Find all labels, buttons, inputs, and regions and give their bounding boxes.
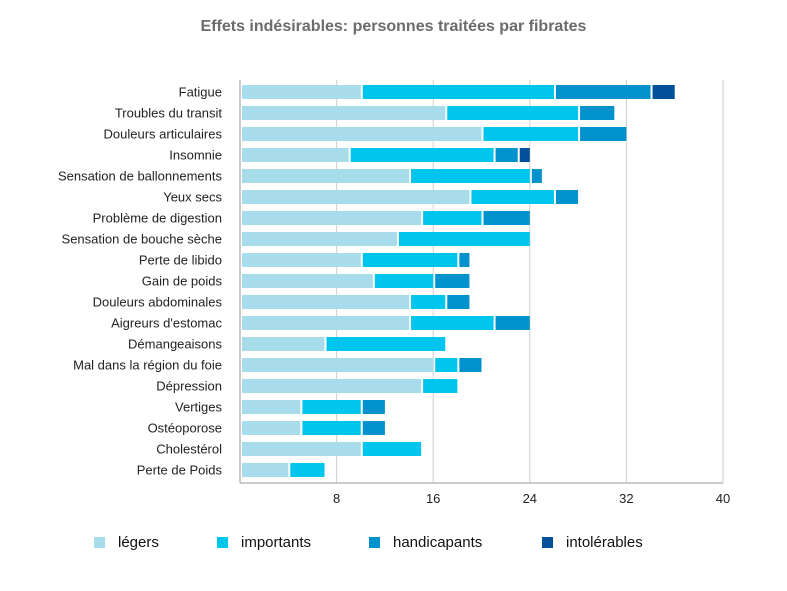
- bar-segment-légers: [242, 148, 349, 162]
- category-label: Yeux secs: [163, 190, 222, 205]
- bar-segment-handicapants: [531, 169, 542, 183]
- bar-segment-importants: [362, 442, 422, 456]
- bar-segment-handicapants: [483, 211, 530, 225]
- x-tick-label: 8: [333, 491, 340, 506]
- legend-label: intolérables: [566, 534, 643, 551]
- legend-label: importants: [241, 534, 312, 551]
- bar-segment-intolérables: [652, 85, 675, 99]
- bar-segment-légers: [242, 337, 325, 351]
- bar-segment-légers: [242, 316, 410, 330]
- bar-segment-légers: [242, 421, 301, 435]
- bar-segment-importants: [447, 106, 579, 120]
- bar-segment-handicapants: [495, 316, 530, 330]
- chart-legend: légers importants handicapants intolérables: [0, 530, 787, 560]
- bar-segment-importants: [483, 127, 579, 141]
- x-tick-label: 16: [426, 491, 440, 506]
- bar-segment-importants: [435, 358, 458, 372]
- bar-segment-importants: [374, 274, 434, 288]
- x-tick-label: 32: [619, 491, 633, 506]
- legend-swatch: [368, 536, 381, 549]
- category-label: Aigreurs d'estomac: [111, 316, 222, 331]
- category-label: Dépression: [156, 379, 222, 394]
- bar-segment-importants: [411, 316, 494, 330]
- category-label: Gain de poids: [142, 274, 223, 289]
- bar-segment-handicapants: [362, 421, 385, 435]
- bar-segment-handicapants: [555, 190, 579, 204]
- legend-swatch: [216, 536, 229, 549]
- bar-segment-importants: [350, 148, 494, 162]
- bar-segment-légers: [242, 211, 422, 225]
- bar-segment-importants: [423, 379, 458, 393]
- legend-item: légers: [93, 534, 159, 551]
- bar-segment-légers: [242, 442, 361, 456]
- bar-segment-légers: [242, 190, 470, 204]
- legend-label: légers: [118, 534, 159, 551]
- bar-segment-légers: [242, 379, 422, 393]
- category-label: Cholestérol: [156, 442, 222, 457]
- legend-item: intolérables: [541, 534, 643, 551]
- bar-segment-intolérables: [519, 148, 530, 162]
- bar-segment-importants: [411, 169, 530, 183]
- category-label: Sensation de bouche sèche: [62, 232, 222, 247]
- x-tick-label: 40: [716, 491, 730, 506]
- bar-segment-importants: [302, 400, 361, 414]
- bar-segment-légers: [242, 169, 410, 183]
- bar-segment-importants: [398, 232, 530, 246]
- category-label: Insomnie: [169, 148, 222, 163]
- bar-segment-importants: [362, 85, 554, 99]
- category-label: Fatigue: [179, 85, 222, 100]
- bar-segment-handicapants: [447, 295, 470, 309]
- bar-segment-importants: [290, 463, 325, 477]
- bar-segment-légers: [242, 295, 410, 309]
- bar-segment-légers: [242, 463, 289, 477]
- category-label: Perte de Poids: [137, 463, 223, 478]
- bar-segment-handicapants: [362, 400, 385, 414]
- legend-item: handicapants: [368, 534, 482, 551]
- legend-swatch: [93, 536, 106, 549]
- legend-item: importants: [216, 534, 311, 551]
- legend-label: handicapants: [393, 534, 483, 551]
- bar-segment-handicapants: [435, 274, 470, 288]
- chart-title: Effets indésirables: personnes traitées …: [200, 18, 587, 35]
- bar-segment-légers: [242, 274, 373, 288]
- bar-segment-légers: [242, 127, 482, 141]
- bar-segment-handicapants: [580, 106, 615, 120]
- legend-swatch: [541, 536, 554, 549]
- bar-segment-légers: [242, 232, 397, 246]
- bar-segment-handicapants: [459, 253, 470, 267]
- bar-segment-légers: [242, 253, 361, 267]
- category-label: Sensation de ballonnements: [58, 169, 223, 184]
- bar-segment-handicapants: [495, 148, 518, 162]
- bar-segment-handicapants: [580, 127, 627, 141]
- category-label: Ostéoporose: [148, 421, 222, 436]
- category-label: Troubles du transit: [115, 106, 223, 121]
- category-label: Mal dans la région du foie: [73, 358, 222, 373]
- category-label: Vertiges: [175, 400, 222, 415]
- bar-segment-légers: [242, 358, 434, 372]
- bar-segment-légers: [242, 106, 446, 120]
- category-label: Perte de libido: [139, 253, 222, 268]
- bar-segment-importants: [471, 190, 554, 204]
- bar-segment-légers: [242, 400, 301, 414]
- category-label: Démangeaisons: [128, 337, 222, 352]
- x-tick-label: 24: [523, 491, 537, 506]
- category-label: Problème de digestion: [93, 211, 222, 226]
- bar-segment-handicapants: [459, 358, 482, 372]
- bar-segment-handicapants: [555, 85, 651, 99]
- bar-segment-importants: [362, 253, 458, 267]
- bar-segment-importants: [411, 295, 446, 309]
- bar-segment-importants: [302, 421, 361, 435]
- category-label: Douleurs articulaires: [104, 127, 223, 142]
- bar-segment-légers: [242, 85, 361, 99]
- bar-segment-importants: [326, 337, 446, 351]
- category-label: Douleurs abdominales: [93, 295, 223, 310]
- bar-segment-importants: [423, 211, 482, 225]
